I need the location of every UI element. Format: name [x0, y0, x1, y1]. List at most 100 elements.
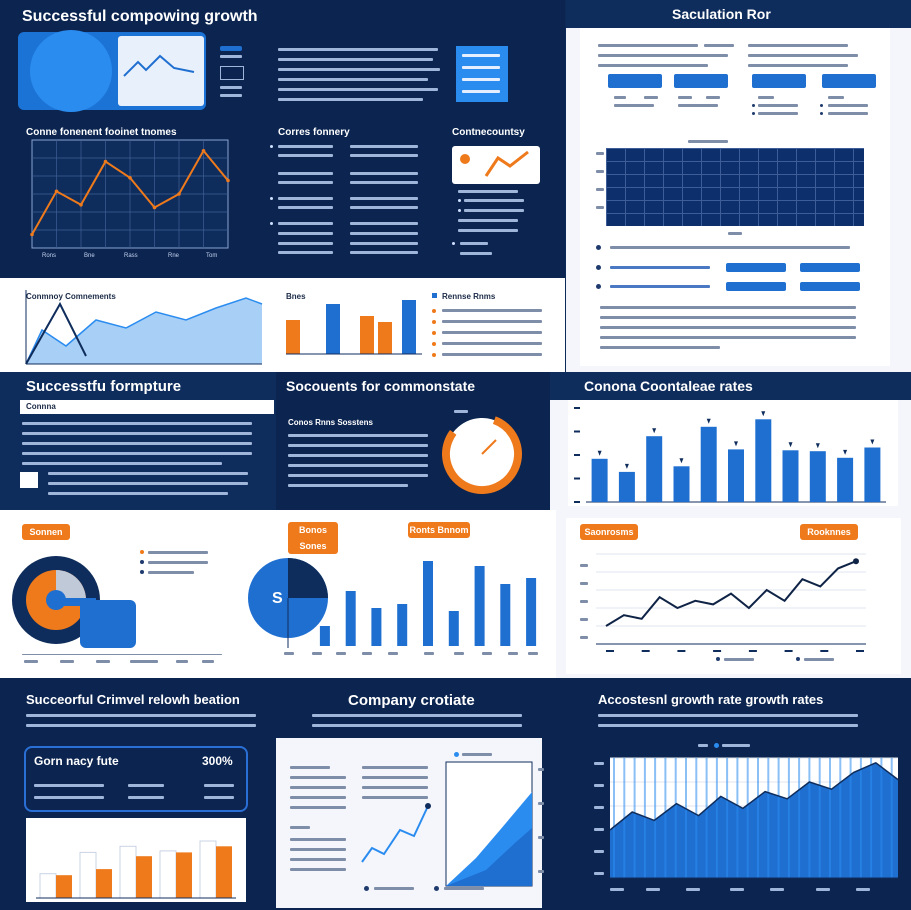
blue-area-chart [445, 761, 533, 887]
bar [837, 457, 854, 502]
option-button-2[interactable] [800, 263, 860, 272]
section-title: Accostesnl growth rate growth rates [598, 692, 824, 707]
bar-marker [870, 439, 875, 445]
grid-footer [728, 232, 742, 235]
option-button-3[interactable] [726, 282, 786, 291]
bar-white [159, 850, 177, 899]
bar-orange [176, 852, 192, 898]
y-tick [574, 477, 580, 480]
tick-label: Rne [168, 253, 180, 259]
rate-label: Gorn nacy fute [34, 754, 119, 768]
area-stripe [736, 758, 739, 878]
legend-marker [432, 293, 437, 298]
bar-orange [96, 869, 112, 898]
area-stripe [757, 758, 759, 878]
x-tick [677, 650, 686, 652]
bar-white [79, 851, 97, 899]
orange-pill-label: Saonrosms [580, 524, 638, 540]
row4-right-panel: Accostesnl growth rate growth rates [560, 678, 911, 910]
bar-marker [843, 449, 848, 455]
bar [500, 584, 511, 646]
bars-title: Bnes [286, 292, 306, 301]
tl [220, 86, 242, 89]
bar-orange [216, 846, 232, 898]
section-title: Conona Coontaleae rates [584, 378, 753, 394]
bar-orange [56, 875, 72, 898]
area-stripe [613, 758, 615, 878]
hero-sparkline [123, 54, 195, 77]
legend-title: Rennse Rnms [442, 292, 496, 301]
x-tick [606, 650, 614, 652]
bullet [596, 245, 601, 250]
bar [371, 608, 382, 646]
chart1-point [103, 159, 108, 164]
tl [610, 285, 710, 288]
area-chart [25, 290, 263, 365]
bar-chart-mid [319, 561, 537, 646]
area-stripe [818, 758, 821, 878]
area-stripe [767, 758, 770, 878]
area-stripe [674, 758, 677, 878]
mini-box [220, 66, 244, 80]
area-stripe [859, 758, 862, 878]
bar [646, 436, 663, 502]
calc-button-1[interactable] [608, 74, 662, 88]
growth-arrow-icon [484, 150, 529, 177]
chart1-point [30, 232, 34, 237]
line-chart-right [596, 553, 866, 652]
hero-circle-icon [30, 30, 112, 112]
bar-marker [706, 418, 711, 424]
bar-marker [597, 450, 602, 456]
row2-mid-panel: Socouents for commonstate Conos Rnns Sos… [276, 372, 550, 510]
small-button-1[interactable] [220, 46, 242, 51]
calc-button-4[interactable] [822, 74, 876, 88]
x-tick [856, 650, 864, 652]
chart1-point [177, 192, 181, 196]
bullet [596, 265, 601, 270]
bar-white [199, 840, 217, 899]
row3-right-panel: Saonrosms Rooknnes [556, 510, 911, 678]
icon-panel-title: Contnecountsy [452, 127, 525, 138]
area-stripe [685, 758, 687, 878]
y-tick [574, 407, 580, 409]
bar [448, 611, 459, 646]
bar [673, 466, 690, 502]
gauge-label [454, 410, 468, 413]
row3-left-panel: Sonnen [0, 510, 236, 678]
chart1-point [226, 178, 230, 183]
bar [782, 450, 799, 502]
grid-header [688, 140, 728, 143]
calc-button-2[interactable] [674, 74, 728, 88]
pin-icon [460, 154, 470, 164]
orange-pill-label: Ronts Bnnom [408, 522, 470, 538]
area-fill [610, 762, 898, 878]
bar [397, 604, 408, 646]
area-stripe [715, 758, 718, 878]
option-button-4[interactable] [800, 282, 860, 291]
area-stripe [664, 758, 667, 878]
bullet [364, 886, 369, 891]
calc-button-3[interactable] [752, 74, 806, 88]
area-stripe [870, 758, 873, 878]
row4-mid-panel: Company crotiate [270, 678, 560, 910]
option-button-1[interactable] [726, 263, 786, 272]
bullet [596, 284, 601, 289]
section-title: Socouents for commonstate [286, 378, 476, 394]
rate-value: 300% [202, 754, 233, 768]
area-stripe [849, 758, 852, 878]
bar [700, 426, 717, 502]
x-tick [641, 650, 650, 652]
area-line [609, 761, 899, 831]
tl [610, 246, 850, 249]
chart1-point [79, 203, 83, 207]
gauge-icon [442, 414, 522, 494]
page-title: Successful compowing growth [22, 8, 258, 25]
tl [444, 887, 484, 890]
orange-pill-label: Rooknnes [800, 524, 858, 540]
bar-white [119, 845, 137, 899]
area-stripe [890, 758, 893, 878]
tick-label: Tom [206, 253, 218, 259]
chart1-line [30, 139, 230, 249]
heatmap-grid [606, 148, 864, 226]
area-bar-strip: Conmnoy Comnements Bnes Rennse Rnms [0, 278, 565, 372]
